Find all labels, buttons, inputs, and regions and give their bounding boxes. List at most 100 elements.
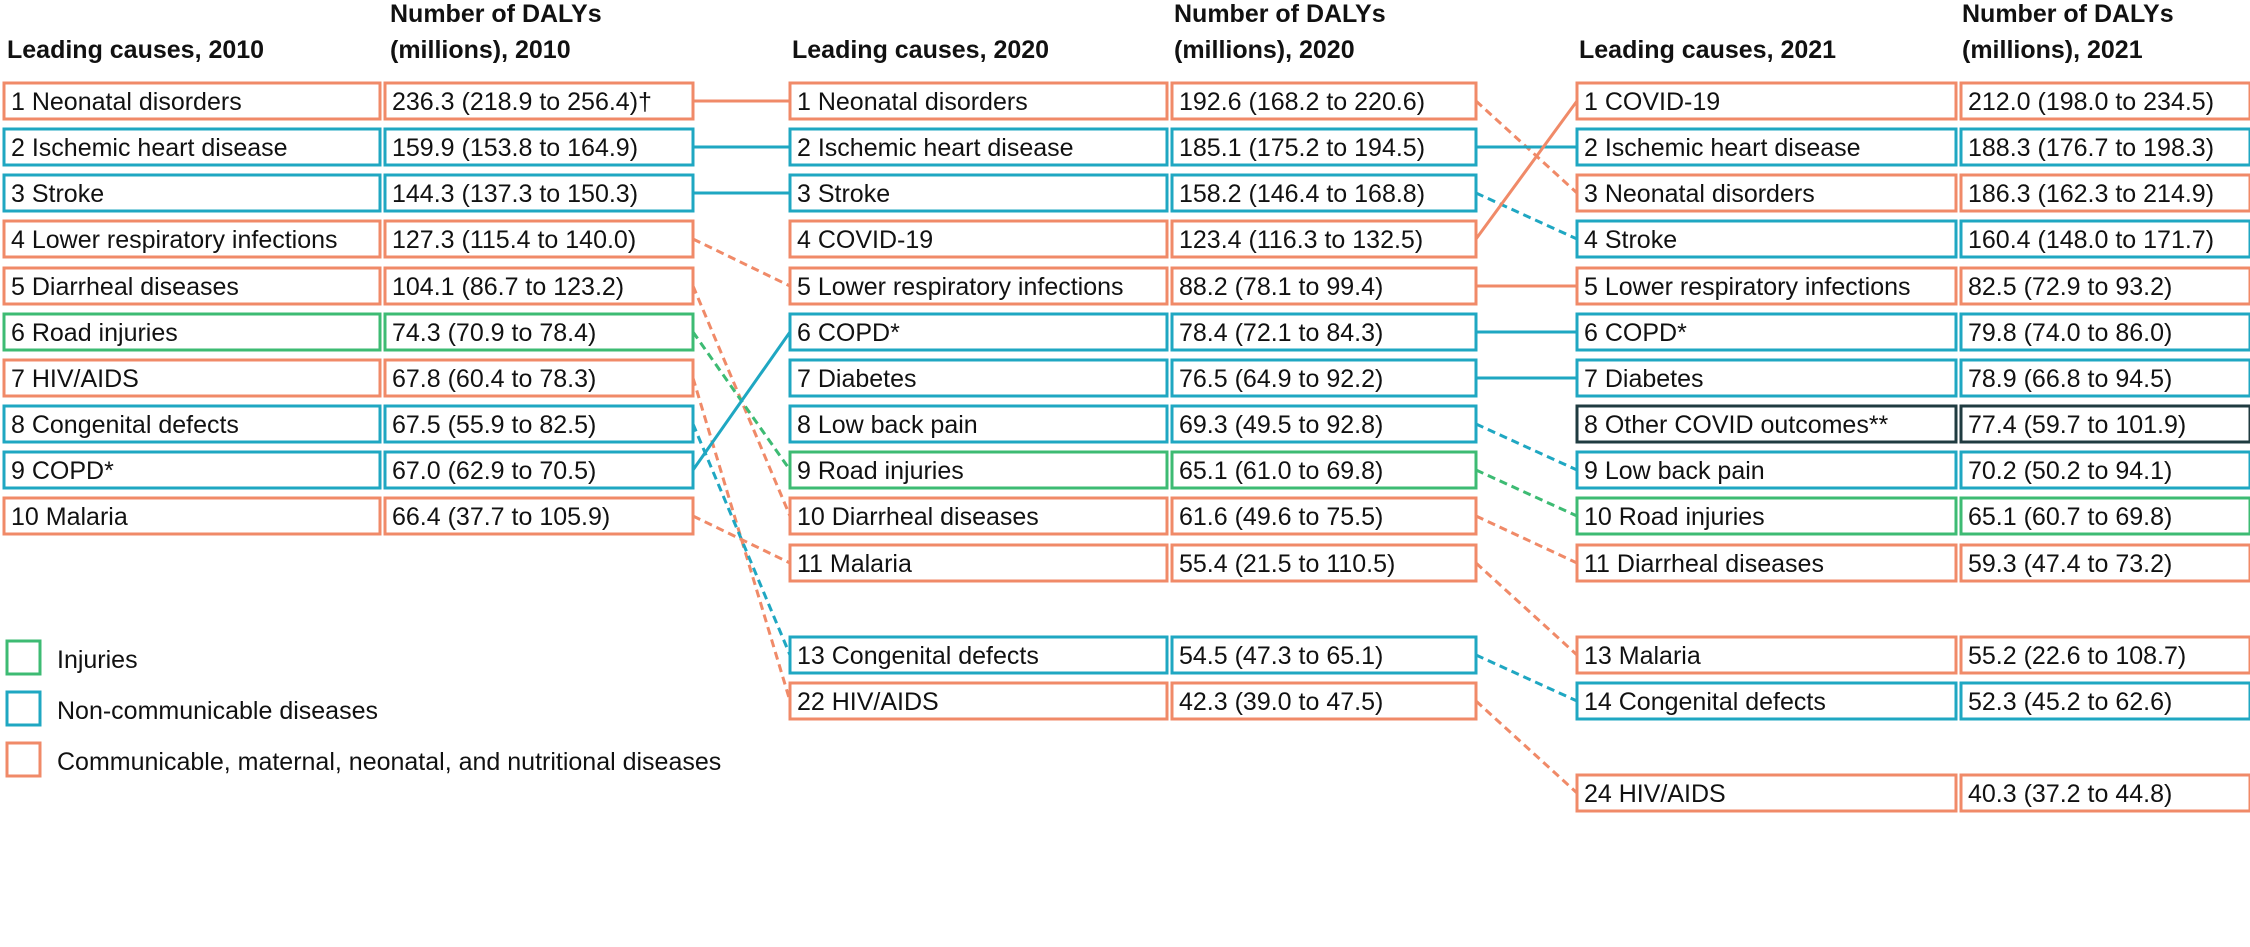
row-2010-lri: 4 Lower respiratory infections 127.3 (115… xyxy=(2,219,695,259)
value-box xyxy=(1170,681,1478,721)
cause-label: 9 Road injuries xyxy=(797,457,964,485)
cause-box xyxy=(1575,543,1958,583)
cause-label: 9 Low back pain xyxy=(1584,457,1765,485)
value-box xyxy=(1959,173,2250,213)
cause-box xyxy=(1575,358,1958,398)
value-box xyxy=(1170,404,1478,444)
value-label: 159.9 (153.8 to 164.9) xyxy=(392,134,638,162)
legend-swatch-ncd xyxy=(5,690,42,727)
cause-label: 5 Lower respiratory infections xyxy=(1584,273,1911,301)
cause-header-2020: Leading causes, 2020 xyxy=(792,36,1049,64)
row-2010-ihd: 2 Ischemic heart disease 159.9 (153.8 to … xyxy=(2,127,695,167)
cause-label: 3 Neonatal disorders xyxy=(1584,180,1815,208)
row-2010-malaria: 10 Malaria 66.4 (37.7 to 105.9) xyxy=(2,496,695,536)
row-2021-neonatal: 3 Neonatal disorders 186.3 (162.3 to 214.… xyxy=(1575,173,2250,213)
value-box xyxy=(1170,81,1478,121)
cause-label: 7 Diabetes xyxy=(797,365,917,393)
connector-2020-stroke xyxy=(1475,191,1578,241)
cause-label: 8 Low back pain xyxy=(797,411,978,439)
value-box xyxy=(383,496,695,536)
value-box xyxy=(1959,312,2250,352)
connector-2010-congenital xyxy=(691,423,792,656)
row-2021-diabetes: 7 Diabetes 78.9 (66.8 to 94.5) xyxy=(1575,358,2250,398)
cause-label: 4 Stroke xyxy=(1584,226,1677,254)
connector-2010-hiv xyxy=(691,377,792,702)
cause-label: 8 Congenital defects xyxy=(11,411,239,439)
row-2020-ihd: 2 Ischemic heart disease 185.1 (175.2 to … xyxy=(788,127,1478,167)
connector-2020-congenital xyxy=(1475,653,1578,703)
value-box xyxy=(1959,681,2250,721)
value-label: 212.0 (198.0 to 234.5) xyxy=(1968,88,2214,116)
connector-2020-hiv xyxy=(1474,699,1579,795)
cause-box xyxy=(2,450,382,490)
cause-label: 22 HIV/AIDS xyxy=(797,688,939,716)
connector-2020-diarrheal xyxy=(1475,514,1578,565)
cause-label: 14 Congenital defects xyxy=(1584,688,1826,716)
cause-label: 2 Ischemic heart disease xyxy=(797,134,1074,162)
row-2010-road: 6 Road injuries 74.3 (70.9 to 78.4) xyxy=(2,312,695,352)
value-header-2020-line1: Number of DALYs xyxy=(1174,0,1386,28)
header-2021: Leading causes, 2021 Number of DALYs (mi… xyxy=(1579,0,2174,64)
legend-swatch-cmnn xyxy=(5,741,42,778)
value-label: 65.1 (60.7 to 69.8) xyxy=(1968,503,2172,531)
cause-label: 4 COVID-19 xyxy=(797,226,933,254)
connector-2020-malaria xyxy=(1474,561,1579,657)
ranking-boxes: 1 Neonatal disorders 236.3 (218.9 to 256.… xyxy=(2,81,2250,813)
cause-box xyxy=(2,404,382,444)
cause-label: 13 Malaria xyxy=(1584,642,1701,670)
value-label: 76.5 (64.9 to 92.2) xyxy=(1179,365,1383,393)
connector-2010-lri xyxy=(692,237,791,288)
value-label: 185.1 (175.2 to 194.5) xyxy=(1179,134,1425,162)
value-box xyxy=(383,127,695,167)
cause-box xyxy=(1575,81,1958,121)
cause-label: 11 Diarrheal diseases xyxy=(1584,550,1824,578)
legend-item-injuries: Injuries xyxy=(5,639,138,676)
cause-label: 9 COPD* xyxy=(11,457,114,485)
cause-box xyxy=(788,312,1169,352)
row-2020-congenital: 13 Congenital defects 54.5 (47.3 to 65.1) xyxy=(788,635,1478,675)
cause-header-2021: Leading causes, 2021 xyxy=(1579,36,1836,64)
cause-box xyxy=(788,219,1169,259)
cause-box xyxy=(2,312,382,352)
value-label: 74.3 (70.9 to 78.4) xyxy=(392,319,596,347)
row-2020-road: 9 Road injuries 65.1 (61.0 to 69.8) xyxy=(788,450,1478,490)
value-label: 42.3 (39.0 to 47.5) xyxy=(1179,688,1383,716)
cause-box xyxy=(1575,773,1958,813)
cause-label: 11 Malaria xyxy=(797,550,912,578)
value-label: 66.4 (37.7 to 105.9) xyxy=(392,503,610,531)
value-label: 40.3 (37.2 to 44.8) xyxy=(1968,780,2172,808)
cause-box xyxy=(1575,219,1958,259)
row-2021-covid: 1 COVID-19 212.0 (198.0 to 234.5) xyxy=(1575,81,2250,121)
value-label: 188.3 (176.7 to 198.3) xyxy=(1968,134,2214,162)
cause-box xyxy=(788,496,1169,536)
cause-label: 2 Ischemic heart disease xyxy=(1584,134,1861,162)
cause-box xyxy=(2,219,382,259)
cause-box xyxy=(2,496,382,536)
cause-label: 13 Congenital defects xyxy=(797,642,1039,670)
value-label: 79.8 (74.0 to 86.0) xyxy=(1968,319,2172,347)
value-label: 104.1 (86.7 to 123.2) xyxy=(392,273,624,301)
row-2020-diabetes: 7 Diabetes 76.5 (64.9 to 92.2) xyxy=(788,358,1478,398)
value-box xyxy=(383,266,695,306)
cause-box xyxy=(788,635,1169,675)
cause-label: 3 Stroke xyxy=(797,180,890,208)
cause-label: 6 COPD* xyxy=(1584,319,1687,347)
row-2020-copd: 6 COPD* 78.4 (72.1 to 84.3) xyxy=(788,312,1478,352)
legend-item-cmnn: Communicable, maternal, neonatal, and nu… xyxy=(5,741,721,778)
cause-box xyxy=(788,543,1169,583)
cause-label: 5 Lower respiratory infections xyxy=(797,273,1124,301)
value-label: 186.3 (162.3 to 214.9) xyxy=(1968,180,2214,208)
row-2021-stroke: 4 Stroke 160.4 (148.0 to 171.7) xyxy=(1575,219,2250,259)
value-box xyxy=(383,173,695,213)
row-2021-backpain: 9 Low back pain 70.2 (50.2 to 94.1) xyxy=(1575,450,2250,490)
value-label: 192.6 (168.2 to 220.6) xyxy=(1179,88,1425,116)
value-label: 69.3 (49.5 to 92.8) xyxy=(1179,411,1383,439)
value-box xyxy=(383,219,695,259)
value-label: 88.2 (78.1 to 99.4) xyxy=(1179,273,1383,301)
value-box xyxy=(1170,358,1478,398)
cause-label: 1 Neonatal disorders xyxy=(797,88,1028,116)
cause-box xyxy=(1575,450,1958,490)
value-box xyxy=(1959,127,2250,167)
value-label: 78.9 (66.8 to 94.5) xyxy=(1968,365,2172,393)
